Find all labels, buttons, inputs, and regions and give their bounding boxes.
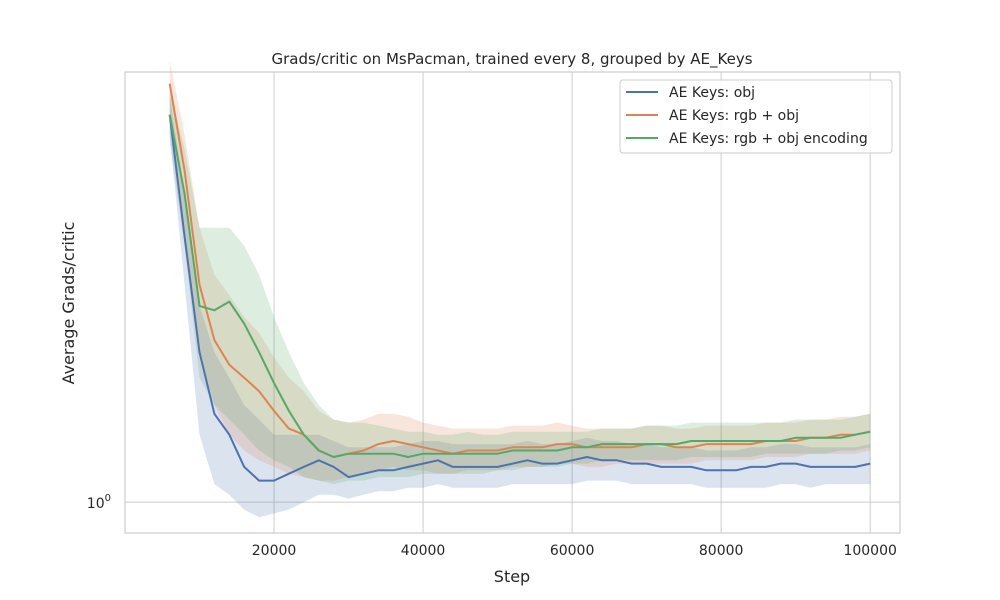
- legend: AE Keys: obj AE Keys: rgb + obj AE Keys: r…: [619, 79, 893, 154]
- series-1-band: [169, 95, 871, 518]
- x-tick-label: 100000: [843, 543, 896, 559]
- x-tick-label: 80000: [699, 543, 744, 559]
- chart-title: Grads/critic on MsPacman, trained every …: [271, 50, 752, 69]
- y-tick-label: 100: [87, 493, 111, 512]
- x-tick-label: 20000: [252, 543, 297, 559]
- x-axis-label: Step: [494, 567, 530, 586]
- series-3-line: [168, 114, 871, 458]
- series-2-line: [168, 83, 871, 458]
- legend-label: AE Keys: obj: [669, 85, 755, 101]
- x-tick-label: 40000: [401, 543, 446, 559]
- legend-box: [619, 79, 893, 154]
- series-lines: [168, 83, 871, 482]
- legend-label: AE Keys: rgb + obj: [669, 108, 799, 124]
- legend-label: AE Keys: rgb + obj encoding: [669, 131, 868, 147]
- series-3-band: [169, 89, 871, 485]
- plot-frame: [124, 71, 901, 534]
- x-axis-ticks: 20000 40000 60000 80000 100000: [252, 543, 897, 559]
- y-axis-ticks: 100: [87, 493, 111, 512]
- x-tick-label: 60000: [550, 543, 595, 559]
- y-axis-label: Average Grads/critic: [59, 222, 78, 385]
- series-1-line: [168, 114, 871, 482]
